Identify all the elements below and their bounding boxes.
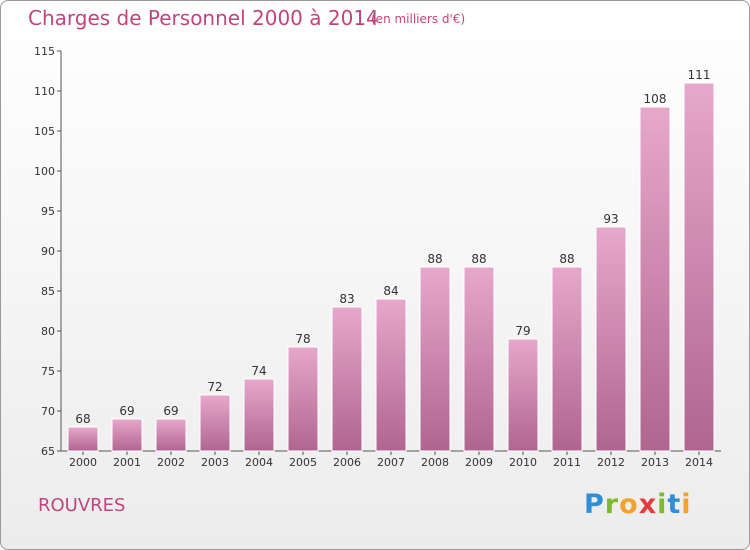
- x-tick-label: 2005: [289, 456, 317, 469]
- y-tick-label: 90: [41, 245, 55, 258]
- commune-name: ROUVRES: [38, 495, 126, 516]
- y-tick-label: 75: [41, 365, 55, 378]
- x-tick-label: 2006: [333, 456, 361, 469]
- chart-title: Charges de Personnel 2000 à 2014: [28, 6, 379, 30]
- x-tick-label: 2011: [553, 456, 581, 469]
- bar-value-label: 79: [515, 324, 530, 338]
- x-tick-label: 2013: [641, 456, 669, 469]
- bar-value-label: 108: [644, 92, 667, 106]
- y-tick-label: 115: [34, 45, 55, 58]
- chart-bars: [67, 82, 715, 452]
- x-tick-label: 2004: [245, 456, 273, 469]
- bar-value-label: 111: [688, 68, 711, 82]
- y-tick-label: 65: [41, 445, 55, 458]
- bar-value-label: 72: [207, 380, 222, 394]
- bar: [287, 346, 319, 452]
- bar-value-label: 93: [603, 212, 618, 226]
- bar-value-label: 69: [119, 404, 134, 418]
- bar-value-label: 68: [75, 412, 90, 426]
- bar: [67, 426, 99, 452]
- proxiti-logo[interactable]: Proxiti: [584, 489, 692, 520]
- bar: [683, 82, 715, 452]
- x-tick-label: 2008: [421, 456, 449, 469]
- x-tick-label: 2003: [201, 456, 229, 469]
- x-tick-label: 2000: [69, 456, 97, 469]
- bar: [463, 266, 495, 452]
- bar: [243, 378, 275, 452]
- bar-value-label: 69: [163, 404, 178, 418]
- x-tick-label: 2001: [113, 456, 141, 469]
- bar: [507, 338, 539, 452]
- y-tick-label: 85: [41, 285, 55, 298]
- bar-value-label: 74: [251, 364, 266, 378]
- bar: [639, 106, 671, 452]
- bar-value-label: 83: [339, 292, 354, 306]
- y-tick-label: 100: [34, 165, 55, 178]
- bar-value-label: 88: [559, 252, 574, 266]
- bar-value-label: 78: [295, 332, 310, 346]
- y-tick-label: 110: [34, 85, 55, 98]
- chart-subtitle: (en milliers d'€): [371, 12, 466, 26]
- y-tick-label: 70: [41, 405, 55, 418]
- x-tick-label: 2010: [509, 456, 537, 469]
- chart-labels: 68 69 69 72 74 78 83 84 88 88 79 88 93 108 111: [75, 68, 710, 426]
- bar: [551, 266, 583, 452]
- y-tick-label: 80: [41, 325, 55, 338]
- bar: [595, 226, 627, 452]
- x-tick-label: 2014: [685, 456, 713, 469]
- bar: [375, 298, 407, 452]
- y-tick-label: 105: [34, 125, 55, 138]
- x-tick-label: 2012: [597, 456, 625, 469]
- bar-value-label: 84: [383, 284, 398, 298]
- y-tick-label: 95: [41, 205, 55, 218]
- chart-axes: 65 70 75 80 85 90 95 100 105 110 115 2000 2001 2002 20…: [34, 45, 721, 469]
- bar: [331, 306, 363, 452]
- bar: [419, 266, 451, 452]
- x-tick-label: 2002: [157, 456, 185, 469]
- bar: [199, 394, 231, 452]
- x-tick-label: 2009: [465, 456, 493, 469]
- x-tick-label: 2007: [377, 456, 405, 469]
- bar: [155, 418, 187, 452]
- bar: [111, 418, 143, 452]
- bar-value-label: 88: [471, 252, 486, 266]
- bar-value-label: 88: [427, 252, 442, 266]
